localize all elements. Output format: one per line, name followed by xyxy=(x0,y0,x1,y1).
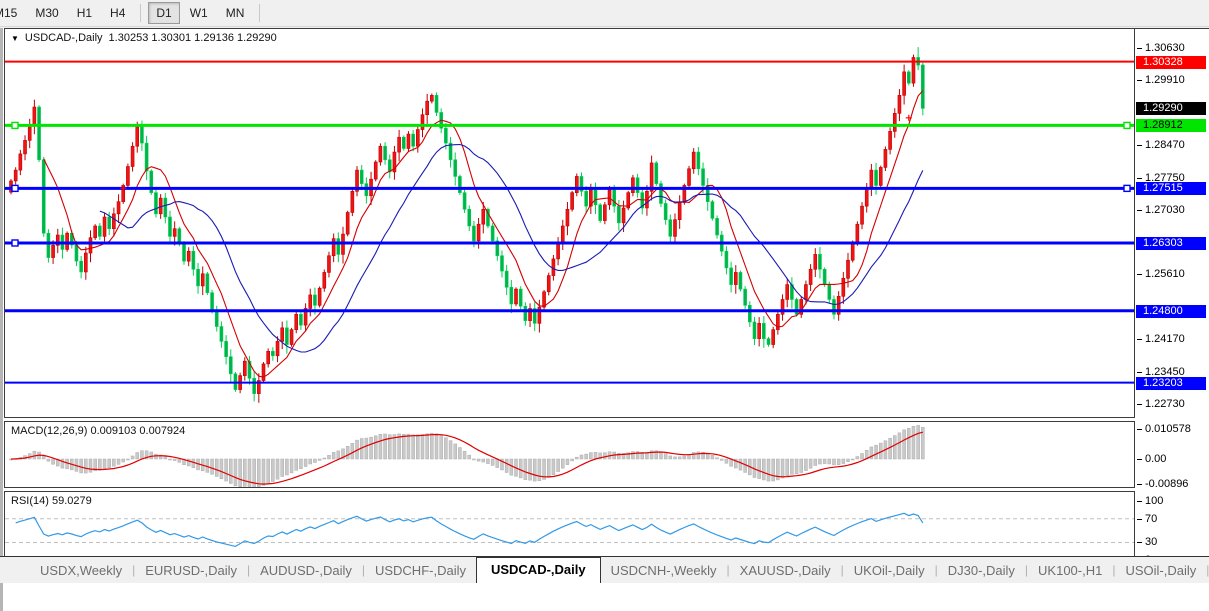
price-level-label: 1.29290 xyxy=(1136,102,1206,116)
tab-separator: | xyxy=(934,563,938,577)
symbol-tab-eurusd[interactable]: EURUSD-,Daily xyxy=(145,563,237,578)
rsi-line-chart[interactable] xyxy=(5,492,1134,559)
timeframe-button-m15[interactable]: M15 xyxy=(0,6,18,20)
candlestick-chart[interactable] xyxy=(5,29,1134,417)
symbol-tab-ukoil[interactable]: UKOil-,Daily xyxy=(853,563,925,578)
macd-tick-label: 0.00 xyxy=(1137,453,1166,466)
price-tick-label: 1.30630 xyxy=(1137,42,1185,55)
chart-title: ▼ USDCAD-,Daily 1.30253 1.30301 1.29136 … xyxy=(11,32,277,44)
rsi-label: RSI(14) 59.0279 xyxy=(11,495,92,507)
price-tick-label: 1.25610 xyxy=(1137,268,1185,281)
symbol-tab-xauusd[interactable]: XAUUSD-,Daily xyxy=(739,563,831,578)
symbol-tab-dj30[interactable]: DJ30-,Daily xyxy=(947,563,1015,578)
symbol-tab-audusd[interactable]: AUDUSD-,Daily xyxy=(260,563,352,578)
symbol-tab-usoil[interactable]: USOil-,Daily xyxy=(1125,563,1197,578)
price-tick-label: 1.29910 xyxy=(1137,74,1185,87)
symbol-tab-usdchf[interactable]: USDCHF-,Daily xyxy=(374,563,466,578)
timeframe-toolbar: M15 M30 H1 H4 D1 W1 MN xyxy=(0,0,1209,27)
tab-separator: | xyxy=(1206,563,1209,583)
timeframe-button-d1[interactable]: D1 xyxy=(148,2,180,24)
chart-window: ▼ USDCAD-,Daily 1.30253 1.30301 1.29136 … xyxy=(0,28,1209,611)
toolbar-separator xyxy=(259,4,261,22)
chart-dropdown-icon[interactable]: ▼ xyxy=(11,33,19,43)
tab-separator: | xyxy=(132,563,136,577)
macd-tick-label: 0.010578 xyxy=(1137,423,1191,436)
chart-ohlc-values: 1.30253 1.30301 1.29136 1.29290 xyxy=(108,32,277,44)
price-tick-label: 1.27030 xyxy=(1137,204,1185,217)
tab-separator: | xyxy=(840,563,844,577)
timeframe-button-h1[interactable]: H1 xyxy=(76,6,93,20)
timeframe-button-mn[interactable]: MN xyxy=(225,6,245,20)
macd-tick-label: -0.00896 xyxy=(1137,478,1188,491)
price-tick-label: 1.27750 xyxy=(1137,172,1185,185)
macd-label: MACD(12,26,9) 0.009103 0.007924 xyxy=(11,425,186,437)
symbol-tab-uk100[interactable]: UK100-,H1 xyxy=(1038,563,1103,578)
rsi-tick-label: 30 xyxy=(1137,536,1157,549)
price-level-label: 1.23203 xyxy=(1136,376,1206,390)
timeframe-button-m30[interactable]: M30 xyxy=(35,6,59,20)
price-tick-label: 1.28470 xyxy=(1137,139,1185,152)
symbol-tab-usdx[interactable]: USDX,Weekly xyxy=(40,563,123,578)
rsi-tick-label: 100 xyxy=(1137,495,1163,508)
price-axis[interactable]: 1.30630 1.29910 1.28470 1.27750 1.27030 1.256… xyxy=(1135,28,1209,566)
price-level-label: 1.30328 xyxy=(1136,55,1206,69)
tab-separator: | xyxy=(726,563,730,577)
macd-indicator-pane[interactable]: MACD(12,26,9) 0.009103 0.007924 xyxy=(4,421,1135,488)
tab-separator: | xyxy=(1112,563,1116,577)
price-tick-label: 1.22730 xyxy=(1137,398,1185,411)
tab-separator: | xyxy=(246,563,251,577)
price-level-label: 1.28912 xyxy=(1136,119,1206,133)
price-level-label: 1.26303 xyxy=(1136,236,1206,250)
rsi-indicator-pane[interactable]: RSI(14) 59.0279 xyxy=(4,491,1135,560)
price-level-label: 1.24800 xyxy=(1136,304,1206,318)
tab-separator: | xyxy=(361,563,365,577)
macd-histogram[interactable] xyxy=(5,422,1134,487)
price-level-label: 1.27515 xyxy=(1136,182,1206,196)
symbol-tab-usdcad[interactable]: USDCAD-,Daily xyxy=(475,557,601,583)
timeframe-button-w1[interactable]: W1 xyxy=(189,6,208,20)
price-chart-pane[interactable]: ▼ USDCAD-,Daily 1.30253 1.30301 1.29136 … xyxy=(4,28,1135,418)
symbol-tab-usdcnh[interactable]: USDCNH-,Weekly xyxy=(610,563,717,578)
price-tick-label: 1.23450 xyxy=(1137,366,1185,379)
price-tick-label: 1.24170 xyxy=(1137,333,1185,346)
symbol-tab-bar: USDX,Weekly | EURUSD-,Daily | AUDUSD-,Daily |… xyxy=(0,556,1209,583)
toolbar-separator xyxy=(140,4,142,22)
chart-symbol-label: USDCAD-,Daily xyxy=(24,32,103,44)
tab-separator: | xyxy=(1024,563,1029,577)
timeframe-button-h4[interactable]: H4 xyxy=(110,6,126,20)
rsi-tick-label: 70 xyxy=(1137,513,1157,526)
